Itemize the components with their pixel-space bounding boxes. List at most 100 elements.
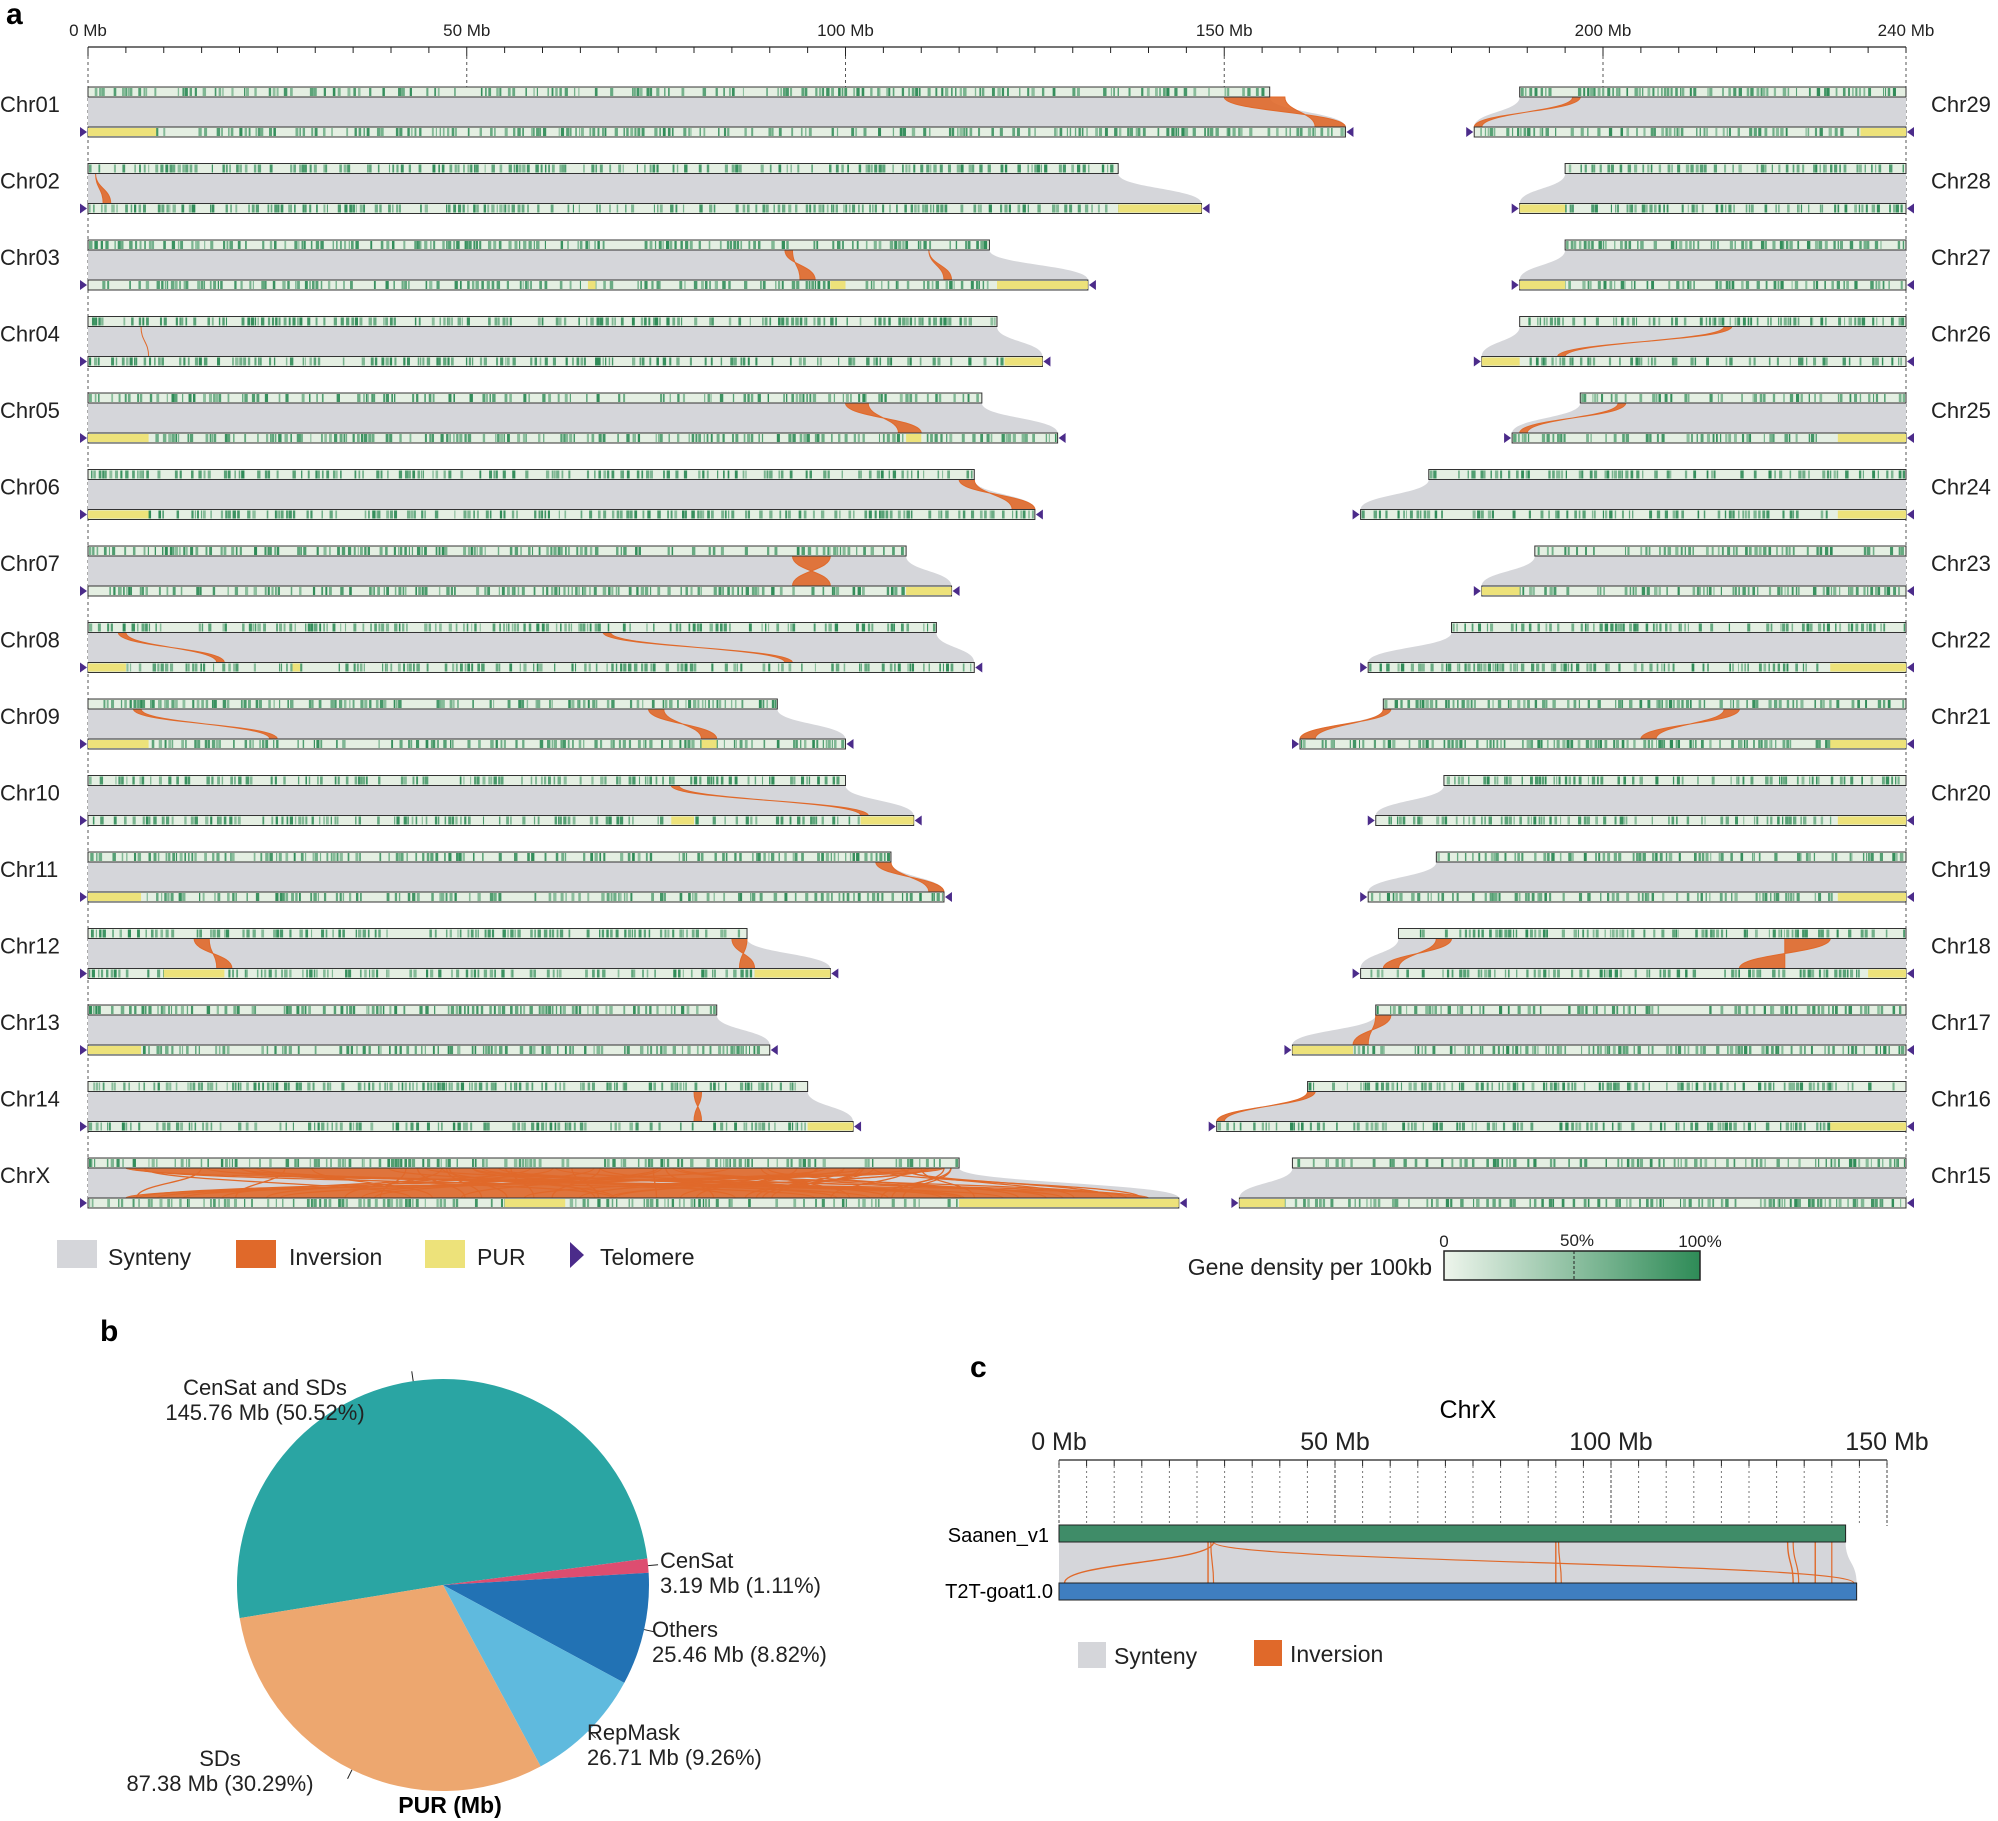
gene-density-stripe (313, 740, 315, 748)
gene-density-stripe (473, 510, 475, 519)
gene-density-stripe (725, 1159, 729, 1167)
gene-density-stripe (497, 1006, 502, 1014)
gene-density-stripe (1711, 470, 1714, 479)
gene-density-stripe (582, 587, 584, 595)
gene-density-stripe (790, 1159, 793, 1167)
gene-density-stripe (740, 663, 743, 672)
gene-density-stripe (889, 663, 893, 672)
gene-density-stripe (1684, 394, 1688, 402)
gene-density-stripe (1814, 241, 1819, 249)
gene-density-stripe (155, 623, 157, 632)
gene-density-stripe (911, 663, 915, 672)
gene-density-stripe (857, 893, 861, 901)
gene-density-stripe (373, 587, 375, 595)
gene-density-stripe (746, 204, 750, 213)
gene-density-stripe (386, 663, 388, 672)
gene-density-stripe (533, 969, 536, 978)
gene-density-stripe (416, 241, 419, 249)
gene-density-stripe (818, 88, 822, 96)
gene-density-stripe (266, 510, 269, 519)
gene-density-stripe (270, 1082, 272, 1091)
gene-density-stripe (907, 663, 909, 672)
gene-density-stripe (394, 394, 396, 402)
gene-density-stripe (384, 1082, 386, 1091)
gene-density-stripe (749, 317, 751, 326)
gene-density-stripe (594, 241, 596, 249)
gene-density-stripe (228, 969, 231, 978)
gene-density-stripe (1031, 510, 1034, 519)
gene-density-stripe (510, 1082, 512, 1091)
gene-density-stripe (313, 623, 318, 632)
gene-density-stripe (274, 204, 278, 213)
gene-density-stripe (642, 969, 644, 978)
synteny-band (88, 173, 1202, 204)
chromosome-bar-bottom (87, 356, 1043, 367)
gene-density-stripe (1648, 317, 1651, 326)
gene-density-stripe (861, 623, 866, 632)
gene-density-stripe (246, 969, 248, 978)
synteny-band (88, 556, 952, 586)
gene-density-stripe (535, 164, 539, 173)
gene-density-stripe (272, 88, 276, 96)
gene-density-stripe (839, 547, 842, 555)
gene-density-stripe (520, 1006, 522, 1014)
gene-density-stripe (1000, 164, 1004, 173)
gene-density-stripe (447, 1006, 450, 1014)
gene-density-stripe (499, 204, 503, 213)
gene-density-stripe (410, 510, 414, 519)
gene-density-stripe (804, 1122, 806, 1131)
gene-density-stripe (285, 1159, 290, 1167)
gene-density-stripe (153, 853, 157, 861)
gene-density-stripe (454, 587, 456, 595)
gene-density-stripe (542, 587, 544, 595)
gene-density-stripe (679, 1082, 682, 1091)
gene-density-stripe (1557, 510, 1560, 519)
gene-density-stripe (211, 740, 216, 748)
gene-density-stripe (634, 128, 637, 136)
gene-density-stripe (544, 241, 546, 249)
gene-density-stripe (587, 893, 590, 901)
gene-density-stripe (1040, 164, 1042, 173)
gene-density-stripe (807, 1159, 811, 1167)
gene-density-stripe (1528, 510, 1531, 519)
gene-density-stripe (399, 434, 402, 442)
gene-density-stripe (780, 88, 783, 96)
gene-density-stripe (646, 88, 650, 96)
gene-density-stripe (598, 204, 601, 213)
gene-density-stripe (498, 241, 502, 249)
gene-density-stripe (751, 740, 753, 748)
gene-density-stripe (723, 893, 726, 901)
gene-density-stripe (1620, 281, 1625, 289)
gene-density-stripe (602, 357, 604, 366)
gene-density-stripe (1750, 204, 1754, 213)
gene-density-stripe (1741, 434, 1745, 442)
gene-density-stripe (683, 470, 688, 479)
gene-density-stripe (135, 357, 138, 366)
gene-density-stripe (358, 128, 362, 136)
gene-density-stripe (897, 663, 901, 672)
gene-density-stripe (1583, 241, 1587, 249)
gene-density-stripe (1685, 241, 1688, 249)
pur-region (1837, 434, 1906, 442)
gene-density-stripe (471, 1006, 475, 1014)
gene-density-stripe (164, 547, 168, 555)
gene-density-stripe (271, 816, 274, 825)
gene-density-stripe (157, 1082, 160, 1091)
gene-density-stripe (1523, 434, 1527, 442)
gene-density-stripe (669, 776, 671, 785)
gene-density-stripe (666, 470, 670, 479)
gene-density-stripe (138, 317, 142, 326)
gene-density-stripe (1081, 128, 1084, 136)
gene-density-stripe (1866, 547, 1871, 555)
gene-density-stripe (606, 893, 610, 901)
gene-density-stripe (545, 1082, 548, 1091)
gene-density-stripe (302, 969, 304, 978)
gene-density-stripe (721, 510, 725, 519)
gene-density-stripe (571, 700, 575, 708)
gene-density-stripe (1645, 547, 1648, 555)
gene-density-stripe (345, 969, 348, 978)
gene-density-stripe (252, 623, 255, 632)
gene-density-stripe (1569, 357, 1572, 366)
gene-density-stripe (653, 317, 655, 326)
gene-density-stripe (517, 434, 521, 442)
